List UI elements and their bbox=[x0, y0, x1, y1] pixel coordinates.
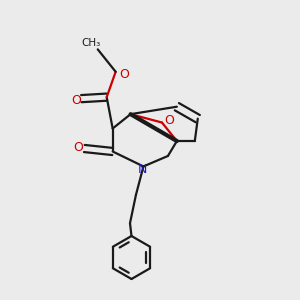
Text: CH₃: CH₃ bbox=[82, 38, 101, 48]
Text: O: O bbox=[164, 114, 174, 127]
Text: O: O bbox=[74, 140, 83, 154]
Text: O: O bbox=[119, 68, 129, 81]
Text: N: N bbox=[138, 163, 147, 176]
Text: O: O bbox=[71, 94, 81, 106]
